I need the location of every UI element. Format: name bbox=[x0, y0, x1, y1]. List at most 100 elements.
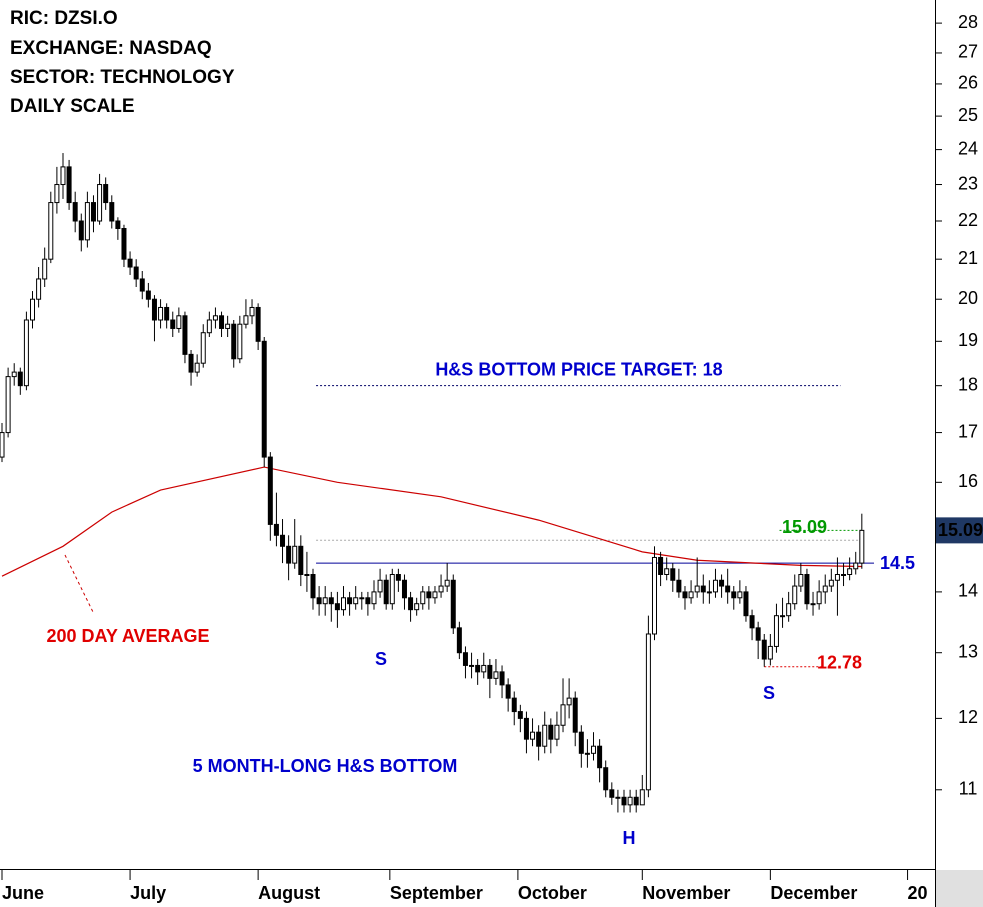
candle-body bbox=[597, 745, 603, 769]
candle-body bbox=[237, 323, 243, 360]
y-tick-label: 22 bbox=[958, 210, 978, 230]
candle-body bbox=[645, 633, 651, 791]
candle-body bbox=[725, 585, 731, 593]
candle-body bbox=[584, 752, 590, 755]
y-tick-label: 16 bbox=[958, 471, 978, 491]
candle-body bbox=[719, 579, 725, 587]
candle-body bbox=[200, 332, 206, 364]
candle-body bbox=[700, 585, 706, 593]
candle-body bbox=[786, 603, 792, 617]
candle-body bbox=[523, 717, 529, 740]
candle-body bbox=[737, 591, 743, 599]
corner-box bbox=[935, 870, 983, 907]
candle-body bbox=[127, 258, 133, 268]
candle-body bbox=[212, 315, 218, 321]
ma-leader bbox=[64, 554, 94, 613]
candle-body bbox=[206, 319, 212, 334]
candle-body bbox=[773, 615, 779, 647]
candle-body bbox=[42, 258, 48, 280]
candle-body bbox=[267, 456, 273, 525]
candle-body bbox=[822, 585, 828, 593]
y-tick-label: 11 bbox=[959, 779, 978, 799]
candle-body bbox=[536, 731, 542, 747]
candle-body bbox=[347, 597, 353, 605]
candle-body bbox=[627, 796, 633, 806]
candle-body bbox=[340, 597, 346, 611]
candle-body bbox=[633, 796, 639, 806]
header-line: RIC: DZSI.O bbox=[10, 8, 118, 29]
candle-body bbox=[682, 591, 688, 599]
candle-body bbox=[103, 184, 109, 204]
candle-body bbox=[121, 228, 127, 260]
candle-body bbox=[542, 724, 548, 747]
candle-body bbox=[804, 574, 810, 605]
candle-body bbox=[310, 574, 316, 599]
shoulder-label: S bbox=[375, 649, 387, 669]
y-tick-label: 28 bbox=[958, 12, 978, 32]
candle-body bbox=[231, 323, 237, 360]
candle-body bbox=[377, 579, 383, 593]
candle-body bbox=[365, 597, 371, 605]
candle-body bbox=[651, 556, 657, 635]
candle-body bbox=[761, 639, 767, 660]
candle-body bbox=[255, 306, 261, 342]
neckline-label: 14.5 bbox=[880, 553, 915, 573]
candle-body bbox=[328, 597, 334, 605]
candle-body bbox=[469, 664, 475, 667]
candle-body bbox=[621, 796, 627, 806]
candle-body bbox=[316, 597, 322, 605]
candle-body bbox=[615, 796, 621, 799]
candle-body bbox=[109, 202, 115, 222]
candle-body bbox=[298, 545, 304, 576]
candle-body bbox=[475, 664, 481, 673]
candle-body bbox=[17, 371, 23, 387]
candle-body bbox=[670, 568, 676, 581]
candle-body bbox=[566, 697, 572, 706]
candle-body bbox=[767, 645, 773, 660]
y-tick-label: 18 bbox=[958, 374, 978, 394]
candle-body bbox=[322, 597, 328, 605]
candle-body bbox=[712, 579, 718, 593]
candle-body bbox=[780, 615, 786, 618]
candle-body bbox=[286, 545, 292, 564]
candle-body bbox=[505, 684, 511, 699]
candle-body bbox=[859, 529, 865, 564]
price-box-label: 15.09 bbox=[938, 520, 983, 540]
x-tick-label: November bbox=[642, 883, 730, 903]
candle-body bbox=[353, 597, 359, 605]
candle-body bbox=[694, 585, 700, 593]
candle-body bbox=[834, 574, 840, 581]
candle-body bbox=[511, 697, 517, 713]
y-tick-label: 21 bbox=[958, 248, 978, 268]
candle-body bbox=[554, 724, 560, 740]
x-tick-label: July bbox=[130, 883, 166, 903]
candle-body bbox=[706, 591, 712, 594]
candle-body bbox=[414, 603, 420, 611]
candle-body bbox=[444, 579, 450, 587]
candle-body bbox=[182, 315, 188, 355]
price-box bbox=[936, 517, 983, 544]
candle-body bbox=[219, 315, 225, 329]
candle-body bbox=[603, 767, 609, 791]
y-tick-label: 20 bbox=[958, 288, 978, 308]
candle-body bbox=[139, 278, 145, 292]
candle-body bbox=[48, 202, 54, 260]
candle-body bbox=[90, 202, 96, 222]
candle-body bbox=[395, 574, 401, 581]
head-label: H bbox=[623, 828, 636, 848]
candle-body bbox=[658, 556, 664, 576]
candle-body bbox=[243, 315, 249, 325]
header-line: SECTOR: TECHNOLOGY bbox=[10, 67, 235, 88]
y-tick-label: 23 bbox=[958, 173, 978, 193]
candle-body bbox=[420, 591, 426, 605]
candle-body bbox=[5, 376, 11, 434]
candle-body bbox=[749, 615, 755, 629]
candle-body bbox=[30, 298, 36, 321]
candle-body bbox=[664, 568, 670, 576]
candle-body bbox=[792, 585, 798, 605]
candle-body bbox=[798, 574, 804, 587]
y-tick-label: 24 bbox=[958, 138, 978, 158]
candle-body bbox=[816, 591, 822, 605]
candle-body bbox=[249, 306, 255, 317]
